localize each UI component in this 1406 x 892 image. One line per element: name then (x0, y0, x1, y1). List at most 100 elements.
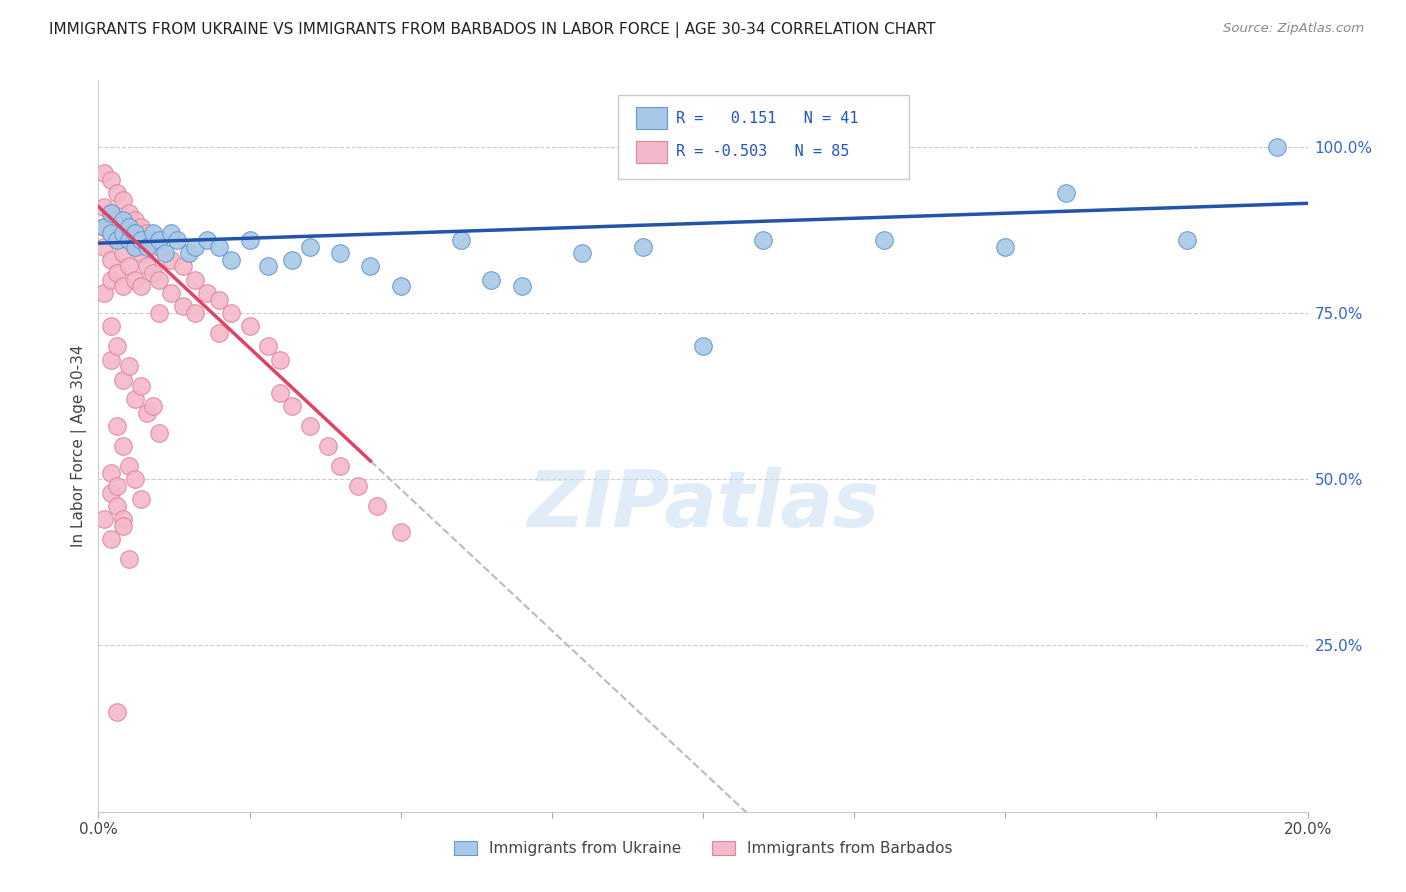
Point (160, 226, 183, 240)
Text: R =   0.151   N = 41: R = 0.151 N = 41 (676, 111, 859, 126)
Point (118, 233, 141, 247)
Point (129, 233, 152, 247)
Point (148, 425, 170, 440)
Point (105, 233, 128, 247)
Point (105, 705, 128, 719)
Point (142, 399, 165, 413)
Point (124, 392, 146, 407)
Point (389, 279, 412, 293)
Point (118, 233, 141, 247)
Legend: Immigrants from Ukraine, Immigrants from Barbados: Immigrants from Ukraine, Immigrants from… (447, 835, 959, 863)
Point (135, 226, 157, 240)
Text: Source: ZipAtlas.com: Source: ZipAtlas.com (1223, 22, 1364, 36)
Point (93, 166, 115, 180)
Point (752, 233, 775, 247)
Point (111, 518, 134, 533)
Point (124, 239, 146, 253)
Point (179, 246, 201, 260)
Point (100, 206, 122, 220)
Point (510, 279, 533, 293)
Point (281, 252, 304, 267)
Point (129, 492, 152, 507)
Point (172, 260, 194, 274)
Point (93, 286, 115, 301)
Point (692, 339, 714, 353)
Point (1267, 140, 1289, 154)
Point (100, 273, 122, 287)
Text: ZIPatlas: ZIPatlas (527, 467, 879, 542)
Point (93, 219, 115, 234)
Point (256, 260, 278, 274)
Point (100, 252, 122, 267)
Point (135, 239, 157, 253)
Point (105, 233, 128, 247)
Point (100, 226, 122, 240)
Point (166, 233, 188, 247)
Point (111, 279, 134, 293)
Point (148, 233, 170, 247)
Point (111, 372, 134, 386)
Point (366, 499, 388, 513)
Point (100, 226, 122, 240)
Point (100, 532, 122, 546)
Point (111, 246, 134, 260)
Point (184, 273, 207, 287)
Point (142, 266, 165, 280)
Point (195, 286, 218, 301)
Point (184, 306, 207, 320)
Point (347, 479, 370, 493)
Point (281, 399, 304, 413)
Point (329, 246, 352, 260)
Point (135, 406, 157, 420)
Point (118, 458, 141, 473)
Point (100, 485, 122, 500)
Point (239, 319, 262, 334)
Point (105, 499, 128, 513)
Point (124, 273, 146, 287)
Point (360, 260, 382, 274)
Point (316, 439, 339, 453)
Point (142, 226, 165, 240)
Point (299, 239, 322, 253)
Point (111, 193, 134, 207)
Point (221, 306, 243, 320)
Point (100, 206, 122, 220)
Point (269, 385, 291, 400)
Point (118, 359, 141, 374)
Point (124, 226, 146, 240)
Point (269, 352, 291, 367)
Point (100, 352, 122, 367)
Point (100, 173, 122, 187)
Point (105, 339, 128, 353)
Point (208, 293, 231, 307)
Point (105, 186, 128, 201)
Point (994, 239, 1017, 253)
Point (256, 339, 278, 353)
Point (93, 219, 115, 234)
Point (111, 226, 134, 240)
Point (1175, 233, 1198, 247)
Point (195, 233, 218, 247)
Point (160, 286, 183, 301)
Point (118, 552, 141, 566)
Point (389, 525, 412, 540)
Point (93, 239, 115, 253)
Point (129, 379, 152, 393)
Point (873, 233, 896, 247)
Point (118, 219, 141, 234)
Point (105, 419, 128, 434)
Y-axis label: In Labor Force | Age 30-34: In Labor Force | Age 30-34 (72, 344, 87, 548)
Point (129, 246, 152, 260)
Point (100, 466, 122, 480)
Point (153, 246, 176, 260)
Point (481, 273, 503, 287)
Point (124, 213, 146, 227)
Point (239, 233, 262, 247)
Point (148, 273, 170, 287)
Point (118, 206, 141, 220)
Point (105, 479, 128, 493)
Point (450, 233, 472, 247)
Point (299, 419, 322, 434)
Text: IMMIGRANTS FROM UKRAINE VS IMMIGRANTS FROM BARBADOS IN LABOR FORCE | AGE 30-34 C: IMMIGRANTS FROM UKRAINE VS IMMIGRANTS FR… (49, 22, 936, 38)
Point (148, 239, 170, 253)
